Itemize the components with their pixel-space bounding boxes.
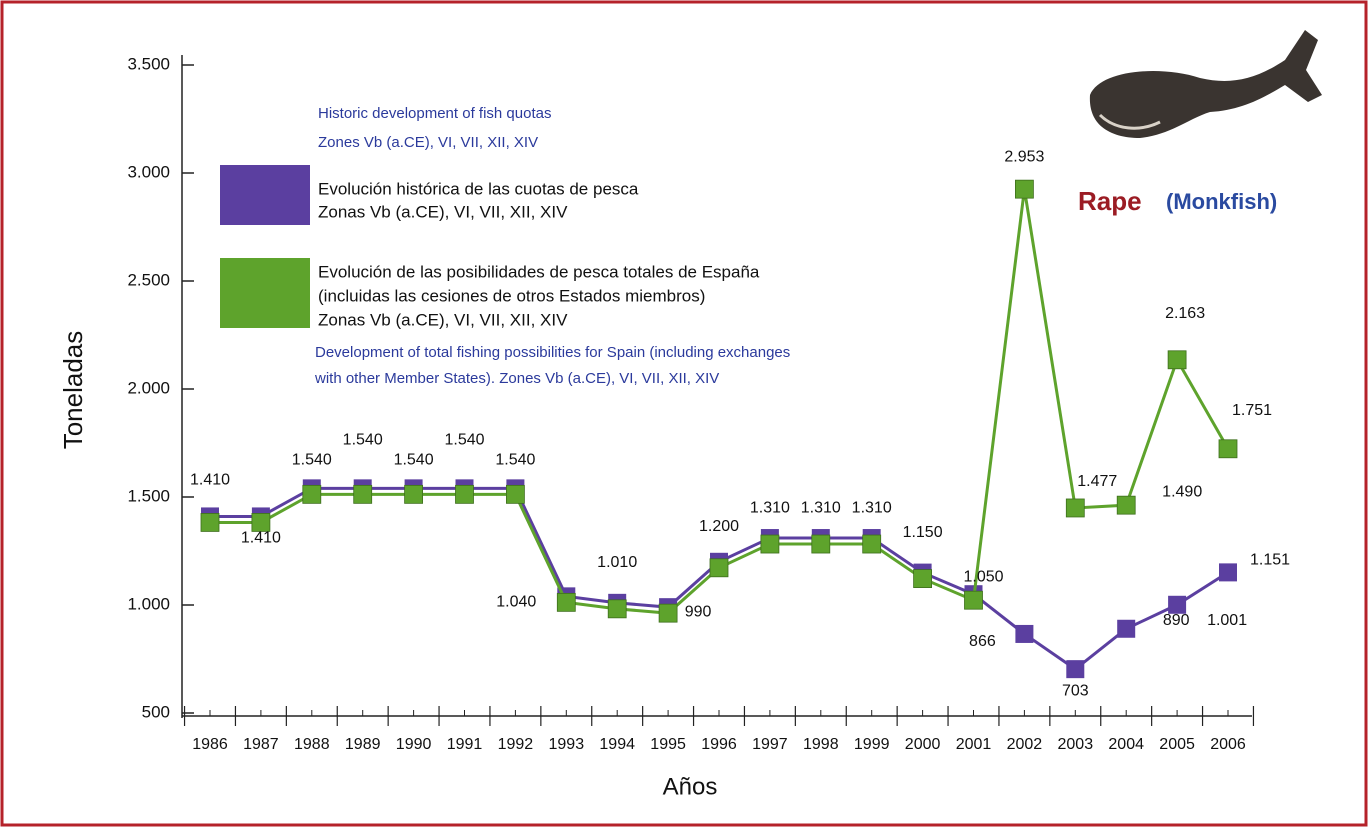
y-tick-label: 500	[142, 702, 170, 721]
marker	[1117, 620, 1135, 638]
x-tick-label: 1994	[599, 736, 635, 753]
chart: Rape (Monkfish) Toneladas Años Evolución…	[0, 0, 1368, 827]
y-tick-label: 1.500	[127, 486, 170, 505]
marker	[761, 535, 779, 553]
marker	[405, 485, 423, 503]
marker	[354, 485, 372, 503]
y-axis-label: Toneladas	[58, 331, 88, 450]
value-label: 1.310	[801, 499, 841, 516]
subtitle: (Monkfish)	[1166, 189, 1277, 214]
marker	[1168, 351, 1186, 369]
legend-label: (incluidas las cesiones de otros Estados…	[318, 286, 705, 305]
value-label: 1.540	[292, 452, 332, 469]
annotation: Zones Vb (a.CE), VI, VII, XII, XIV	[318, 134, 538, 151]
marker	[303, 485, 321, 503]
x-axis-label: Años	[663, 773, 718, 800]
x-tick-label: 2006	[1210, 736, 1246, 753]
value-label: 1.490	[1162, 483, 1202, 500]
y-tick-label: 3.000	[127, 162, 170, 181]
marker	[1015, 625, 1033, 643]
value-label: 1.001	[1207, 612, 1247, 629]
marker	[863, 535, 881, 553]
marker	[965, 591, 983, 609]
x-tick-label: 1996	[701, 736, 737, 753]
x-tick-label: 1992	[498, 736, 534, 753]
marker	[1015, 180, 1033, 198]
legend-swatch	[220, 258, 310, 328]
annotation: Historic development of fish quotas	[318, 105, 551, 122]
legend-label: Zonas Vb (a.CE), VI, VII, XII, XIV	[318, 310, 568, 329]
page: {"chart_data": {"type": "line", "title":…	[0, 0, 1368, 827]
x-tick-label: 1997	[752, 736, 788, 753]
value-label: 1.040	[496, 594, 536, 611]
value-label: 1.540	[394, 452, 434, 469]
y-tick-label: 1.000	[127, 594, 170, 613]
marker	[1117, 496, 1135, 514]
x-tick-label: 2002	[1007, 736, 1043, 753]
value-label: 990	[685, 603, 712, 620]
value-label: 1.150	[903, 524, 943, 541]
y-tick-label: 2.500	[127, 270, 170, 289]
x-tick-label: 1987	[243, 736, 279, 753]
value-label: 2.953	[1004, 148, 1044, 165]
x-tick-label: 1986	[192, 736, 228, 753]
marker	[812, 535, 830, 553]
x-tick-label: 2004	[1108, 736, 1144, 753]
value-label: 1.151	[1250, 552, 1290, 569]
x-tick-label: 1998	[803, 736, 839, 753]
value-label: 890	[1163, 612, 1190, 629]
marker	[506, 485, 524, 503]
marker	[1066, 660, 1084, 678]
marker	[557, 593, 575, 611]
x-tick-label: 1995	[650, 736, 686, 753]
y-tick-label: 3.500	[127, 54, 170, 73]
value-label: 703	[1062, 682, 1089, 699]
legend-label: Zonas Vb (a.CE), VI, VII, XII, XIV	[318, 202, 568, 221]
marker	[456, 485, 474, 503]
marker	[608, 600, 626, 618]
marker	[914, 570, 932, 588]
legend-label: Evolución de las posibilidades de pesca …	[318, 262, 760, 281]
value-label: 1.751	[1232, 402, 1272, 419]
value-label: 1.310	[852, 499, 892, 516]
x-tick-label: 1993	[549, 736, 585, 753]
marker	[1219, 563, 1237, 581]
x-tick-label: 2003	[1058, 736, 1094, 753]
x-tick-label: 1999	[854, 736, 890, 753]
x-tick-label: 1989	[345, 736, 381, 753]
x-tick-label: 1991	[447, 736, 483, 753]
value-label: 1.010	[597, 554, 637, 571]
value-label: 1.477	[1077, 473, 1117, 490]
marker	[659, 604, 677, 622]
marker	[710, 559, 728, 577]
value-label: 1.540	[444, 432, 484, 449]
value-label: 1.050	[963, 568, 1003, 585]
marker	[201, 513, 219, 531]
value-label: 1.540	[495, 452, 535, 469]
marker	[1066, 499, 1084, 517]
x-tick-label: 2001	[956, 736, 992, 753]
value-label: 1.540	[343, 432, 383, 449]
marker	[1219, 440, 1237, 458]
legend-label: Evolución histórica de las cuotas de pes…	[318, 179, 639, 198]
legend-swatch	[220, 165, 310, 225]
x-tick-label: 2000	[905, 736, 941, 753]
x-tick-label: 1988	[294, 736, 330, 753]
value-label: 1.410	[241, 530, 281, 547]
y-tick-label: 2.000	[127, 378, 170, 397]
value-label: 1.200	[699, 518, 739, 535]
x-tick-label: 2005	[1159, 736, 1195, 753]
x-tick-label: 1990	[396, 736, 432, 753]
value-label: 866	[969, 633, 996, 650]
value-label: 2.163	[1165, 305, 1205, 322]
value-label: 1.310	[750, 499, 790, 516]
annotation: with other Member States). Zones Vb (a.C…	[314, 370, 719, 387]
value-label: 1.410	[190, 472, 230, 489]
title: Rape	[1078, 186, 1142, 216]
annotation: Development of total fishing possibiliti…	[315, 344, 790, 361]
